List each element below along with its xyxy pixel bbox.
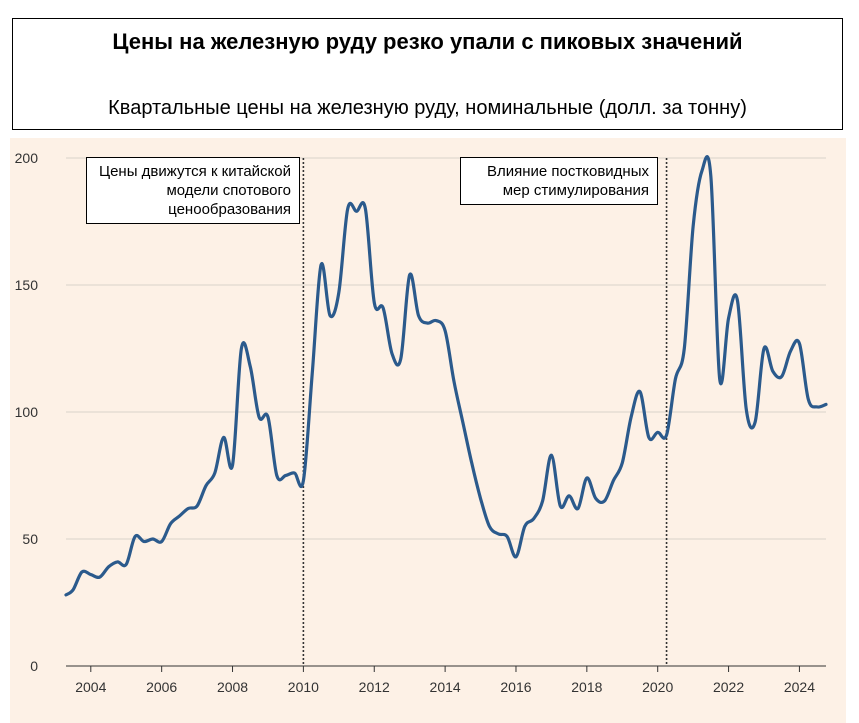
x-tick-label: 2020 — [642, 679, 673, 695]
x-tick-label: 2008 — [217, 679, 248, 695]
x-tick-label: 2006 — [146, 679, 177, 695]
chart-header: Цены на железную руду резко упали с пико… — [12, 18, 843, 130]
x-tick-label: 2010 — [288, 679, 319, 695]
x-tick-label: 2024 — [784, 679, 815, 695]
y-tick-label: 100 — [15, 404, 39, 420]
chart-subtitle: Квартальные цены на железную руду, номин… — [108, 97, 747, 119]
plot-background — [10, 138, 846, 723]
x-tick-label: 2016 — [500, 679, 531, 695]
y-tick-label: 50 — [22, 531, 38, 547]
x-tick-label: 2022 — [713, 679, 744, 695]
x-tick-label: 2018 — [571, 679, 602, 695]
y-tick-label: 0 — [30, 658, 38, 674]
chart-title: Цены на железную руду резко упали с пико… — [112, 29, 743, 54]
x-tick-label: 2004 — [75, 679, 106, 695]
y-tick-label: 150 — [15, 277, 39, 293]
x-tick-label: 2014 — [430, 679, 461, 695]
x-tick-label: 2012 — [359, 679, 390, 695]
price-series-line — [64, 154, 828, 597]
annotation-postcovid-stimulus: Влияние постковидных мер стимулирования — [460, 157, 658, 205]
annotation-spot-pricing: Цены движутся к китайской модели спотово… — [86, 157, 300, 224]
y-tick-label: 200 — [15, 150, 39, 166]
line-chart: 0 50 100 150 200 2004 2006 2008 2010 2012 2014 2016… — [10, 138, 846, 723]
